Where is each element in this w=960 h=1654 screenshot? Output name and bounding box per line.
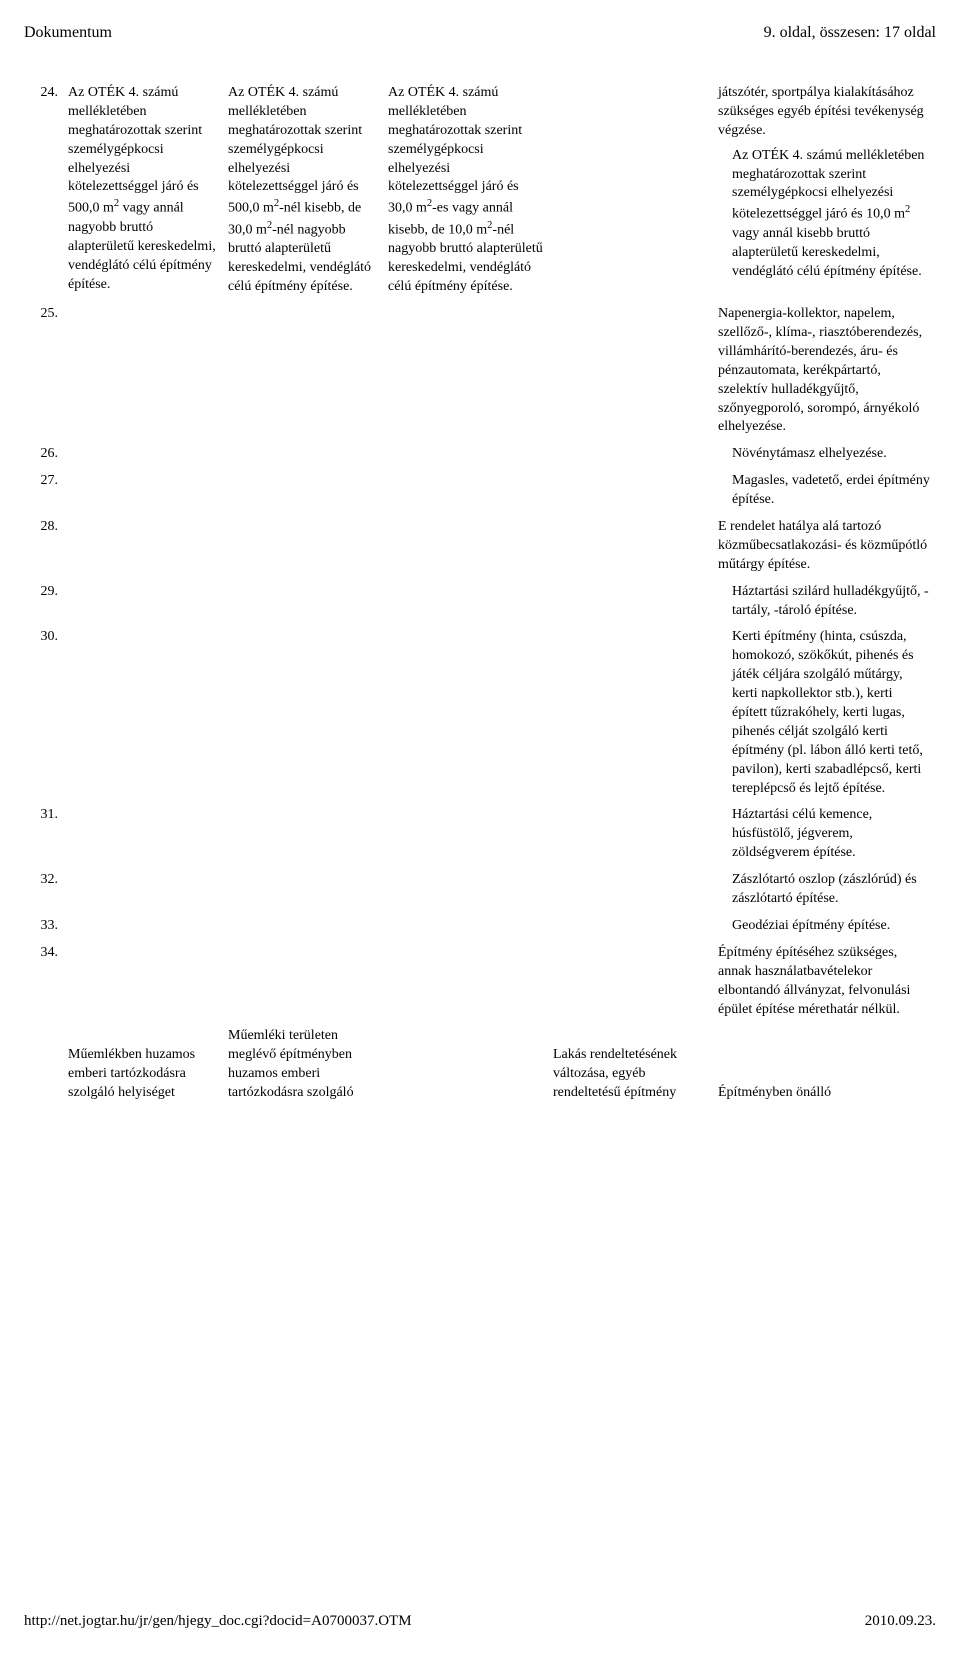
cell-text: Napenergia-kollektor, napelem, szellőző-… xyxy=(714,301,936,441)
table-row: 28. E rendelet hatálya alá tartozó közmű… xyxy=(24,514,936,579)
row-number: 27. xyxy=(24,468,64,514)
table-row: Műemlékben huzamos emberi tartózkodásra … xyxy=(24,1023,936,1107)
cell-text: Háztartási szilárd hulladékgyűjtő, -tart… xyxy=(714,579,936,625)
cell-text: Az OTÉK 4. számú mellékletében meghatáro… xyxy=(384,80,549,301)
content-table: 24. Az OTÉK 4. számú mellékletében megha… xyxy=(24,80,936,1107)
footer-date: 2010.09.23. xyxy=(865,1613,936,1630)
row-number: 26. xyxy=(24,441,64,468)
table-row: 30. Kerti építmény (hinta, csúszda, homo… xyxy=(24,624,936,802)
cell-text: Kerti építmény (hinta, csúszda, homokozó… xyxy=(714,624,936,802)
footer-url: http://net.jogtar.hu/jr/gen/hjegy_doc.cg… xyxy=(24,1613,412,1630)
block-text: Az OTÉK 4. számú mellékletében meghatáro… xyxy=(718,147,930,282)
cell-text: Az OTÉK 4. számú mellékletében meghatáro… xyxy=(64,80,224,301)
cell-text: játszótér, sportpálya kialakításához szü… xyxy=(714,80,936,301)
table-row: 34. Építmény építéséhez szükséges, annak… xyxy=(24,940,936,1024)
table-row: 29. Háztartási szilárd hulladékgyűjtő, -… xyxy=(24,579,936,625)
row-number: 24. xyxy=(24,80,64,301)
cell-text: Műemlékben huzamos emberi tartózkodásra … xyxy=(64,1023,224,1107)
cell-text: Háztartási célú kemence, húsfüstölő, jég… xyxy=(714,802,936,867)
cell-text: Az OTÉK 4. számú mellékletében meghatáro… xyxy=(224,80,384,301)
row-number: 29. xyxy=(24,579,64,625)
table-row: 32. Zászlótartó oszlop (zászlórúd) és zá… xyxy=(24,867,936,913)
table-row: 24. Az OTÉK 4. számú mellékletében megha… xyxy=(24,80,936,301)
page-info: 9. oldal, összesen: 17 oldal xyxy=(764,24,936,42)
cell-text: Magasles, vadetető, erdei építmény építé… xyxy=(714,468,936,514)
pre-text: játszótér, sportpálya kialakításához szü… xyxy=(718,84,930,141)
row-number: 34. xyxy=(24,940,64,1024)
table-row: 33. Geodéziai építmény építése. xyxy=(24,913,936,940)
cell-text: Zászlótartó oszlop (zászlórúd) és zászló… xyxy=(714,867,936,913)
cell-text: E rendelet hatálya alá tartozó közműbecs… xyxy=(714,514,936,579)
cell-text: Műemléki területen meglévő építményben h… xyxy=(224,1023,384,1107)
cell-text: Növénytámasz elhelyezése. xyxy=(714,441,936,468)
table-row: 26. Növénytámasz elhelyezése. xyxy=(24,441,936,468)
row-number: 33. xyxy=(24,913,64,940)
cell-text: Építményben önálló xyxy=(714,1023,936,1107)
row-number: 25. xyxy=(24,301,64,441)
row-number: 31. xyxy=(24,802,64,867)
cell-text: Lakás rendeltetésének változása, egyéb r… xyxy=(549,1023,714,1107)
row-number: 28. xyxy=(24,514,64,579)
cell-text: Geodéziai építmény építése. xyxy=(714,913,936,940)
row-number: 30. xyxy=(24,624,64,802)
table-row: 25. Napenergia-kollektor, napelem, szell… xyxy=(24,301,936,441)
row-number: 32. xyxy=(24,867,64,913)
table-row: 27. Magasles, vadetető, erdei építmény é… xyxy=(24,468,936,514)
doc-title: Dokumentum xyxy=(24,24,112,42)
cell-text: Építmény építéséhez szükséges, annak has… xyxy=(714,940,936,1024)
table-row: 31. Háztartási célú kemence, húsfüstölő,… xyxy=(24,802,936,867)
cell-text xyxy=(549,80,714,301)
